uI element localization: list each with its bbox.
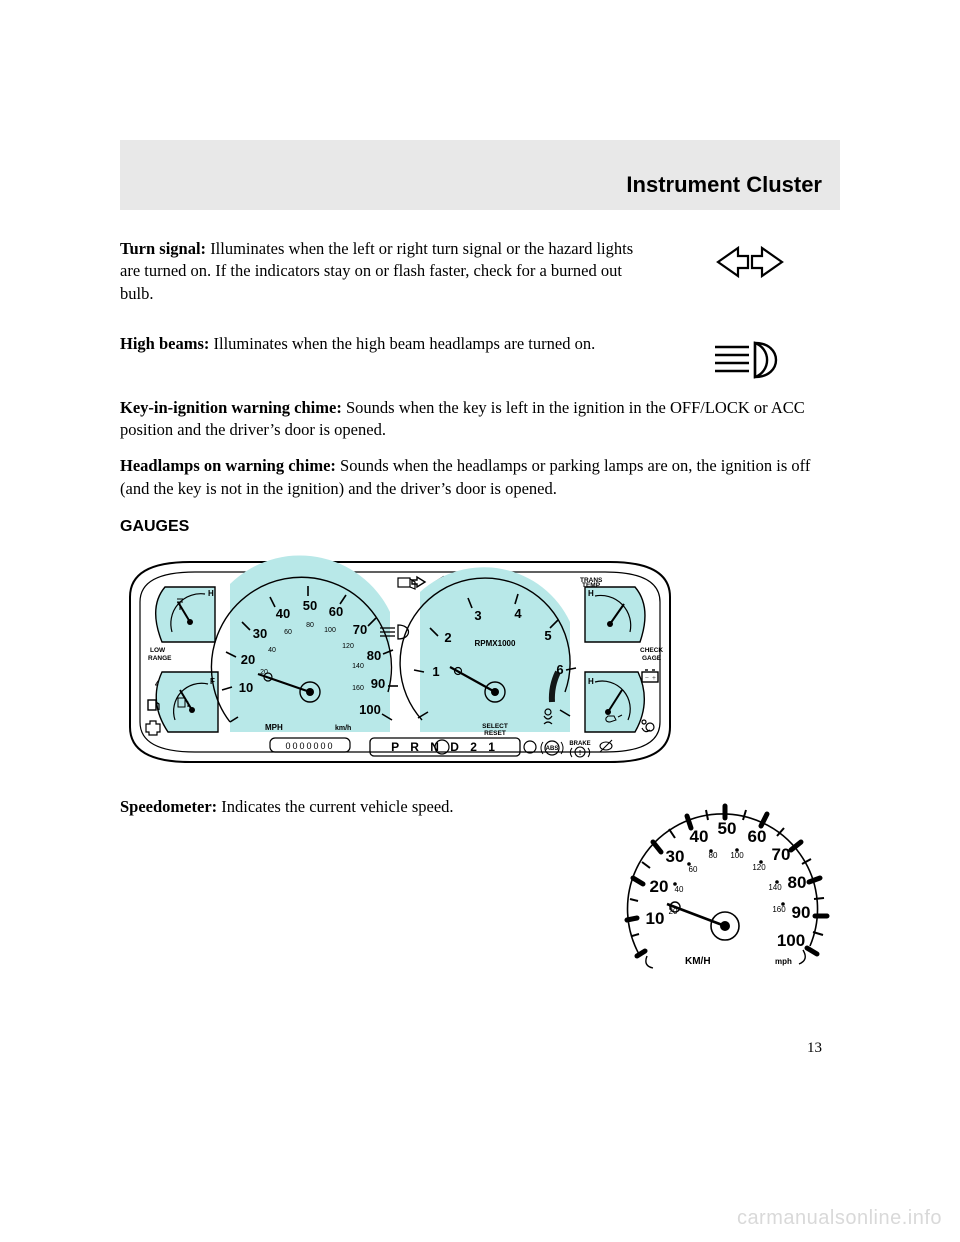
turn-signal-icon (660, 238, 840, 282)
svg-text:+: + (652, 674, 656, 682)
high-beams-text: High beams: Illuminates when the high be… (120, 333, 640, 355)
svg-text:30: 30 (253, 626, 267, 641)
svg-text:100: 100 (730, 851, 744, 860)
high-beam-icon (660, 333, 840, 383)
gauges-heading: GAUGES (120, 518, 840, 536)
svg-text:140: 140 (352, 663, 364, 670)
overdrive-icon (600, 740, 612, 752)
svg-text:70: 70 (353, 622, 367, 637)
svg-text:90: 90 (792, 903, 811, 922)
svg-text:H: H (588, 589, 594, 598)
svg-text:60: 60 (748, 827, 767, 846)
instrument-cluster-diagram: H LOW RANGE 4x4 F (120, 552, 680, 772)
svg-text:−: − (645, 674, 649, 682)
watermark: carmanualsonline.info (737, 1207, 942, 1230)
page-number: 13 (807, 1040, 822, 1057)
svg-text:km/h: km/h (335, 725, 351, 732)
high-beams-body: Illuminates when the high beam headlamps… (209, 334, 595, 353)
svg-text:100: 100 (777, 931, 805, 950)
svg-text:SELECT: SELECT (482, 723, 508, 730)
svg-text:1: 1 (432, 664, 439, 679)
svg-text:10: 10 (646, 909, 665, 928)
speedometer-row: Speedometer: Indicates the current vehic… (120, 796, 840, 976)
svg-text:20: 20 (241, 652, 255, 667)
svg-text:120: 120 (342, 643, 354, 650)
svg-text:RESET: RESET (484, 730, 506, 737)
key-chime-text: Key-in-ignition warning chime: Sounds wh… (120, 397, 840, 442)
svg-text:40: 40 (690, 827, 709, 846)
svg-text:4: 4 (514, 606, 522, 621)
svg-text:80: 80 (367, 648, 381, 663)
svg-text:mph: mph (775, 957, 792, 966)
battery-icon: − + (642, 670, 658, 682)
svg-text:ABS: ABS (546, 746, 559, 752)
svg-text:40: 40 (276, 606, 290, 621)
svg-text:160: 160 (352, 685, 364, 692)
svg-text:GAGE: GAGE (642, 655, 662, 662)
svg-text:BRAKE: BRAKE (569, 741, 590, 747)
svg-text:H: H (208, 589, 214, 598)
turn-signal-text: Turn signal: Illuminates when the left o… (120, 238, 640, 305)
svg-text:50: 50 (718, 819, 737, 838)
svg-text:70: 70 (772, 845, 791, 864)
svg-text:3: 3 (474, 608, 481, 623)
header-band: Instrument Cluster (120, 140, 840, 210)
headlamp-chime-text: Headlamps on warning chime: Sounds when … (120, 455, 840, 500)
airbag-icon (642, 720, 654, 732)
headlamp-chime-bold: Headlamps on warning chime: (120, 456, 336, 475)
engine-icon (146, 721, 160, 735)
svg-text:TEMP: TEMP (582, 582, 601, 589)
svg-text:P R N D 2 1: P R N D 2 1 (391, 740, 499, 754)
svg-text:80: 80 (788, 873, 807, 892)
svg-text:100: 100 (324, 627, 336, 634)
svg-text:160: 160 (772, 905, 786, 914)
svg-text:CHECK: CHECK (640, 647, 663, 654)
svg-text:KM/H: KM/H (685, 956, 711, 967)
svg-text:120: 120 (752, 863, 766, 872)
svg-text:60: 60 (329, 604, 343, 619)
turn-signal-bold: Turn signal: (120, 239, 206, 258)
svg-text:140: 140 (768, 883, 782, 892)
svg-text:40: 40 (268, 647, 276, 654)
speedometer-diagram: 10 20 30 40 50 60 70 80 90 100 20 40 60 … (610, 796, 840, 976)
svg-text:2: 2 (444, 630, 451, 645)
speedometer-bold: Speedometer: (120, 797, 217, 816)
page-content: Instrument Cluster Turn signal: Illumina… (120, 140, 840, 990)
svg-text:20: 20 (650, 877, 669, 896)
high-beams-bold: High beams: (120, 334, 209, 353)
high-beams-row: High beams: Illuminates when the high be… (120, 333, 840, 383)
svg-text:50: 50 (303, 598, 317, 613)
svg-text:90: 90 (371, 676, 385, 691)
svg-text:H: H (588, 677, 594, 686)
svg-text:60: 60 (284, 629, 292, 636)
svg-text:30: 30 (666, 847, 685, 866)
svg-text:10: 10 (239, 680, 253, 695)
svg-text:40: 40 (675, 885, 684, 894)
svg-text:!: ! (579, 750, 581, 757)
svg-text:0000000: 0000000 (285, 741, 334, 751)
low-range-label: LOW (150, 647, 166, 654)
speedometer-text: Speedometer: Indicates the current vehic… (120, 796, 590, 818)
svg-text:RPMX1000: RPMX1000 (475, 639, 516, 648)
svg-text:80: 80 (306, 622, 314, 629)
svg-text:RANGE: RANGE (148, 655, 172, 662)
svg-text:MPH: MPH (265, 723, 283, 732)
svg-text:5: 5 (544, 628, 551, 643)
svg-text:60: 60 (689, 865, 698, 874)
svg-text:100: 100 (359, 702, 381, 717)
speedometer-body: Indicates the current vehicle speed. (217, 797, 453, 816)
turn-signal-row: Turn signal: Illuminates when the left o… (120, 238, 840, 319)
section-title: Instrument Cluster (626, 172, 822, 198)
key-chime-bold: Key-in-ignition warning chime: (120, 398, 342, 417)
